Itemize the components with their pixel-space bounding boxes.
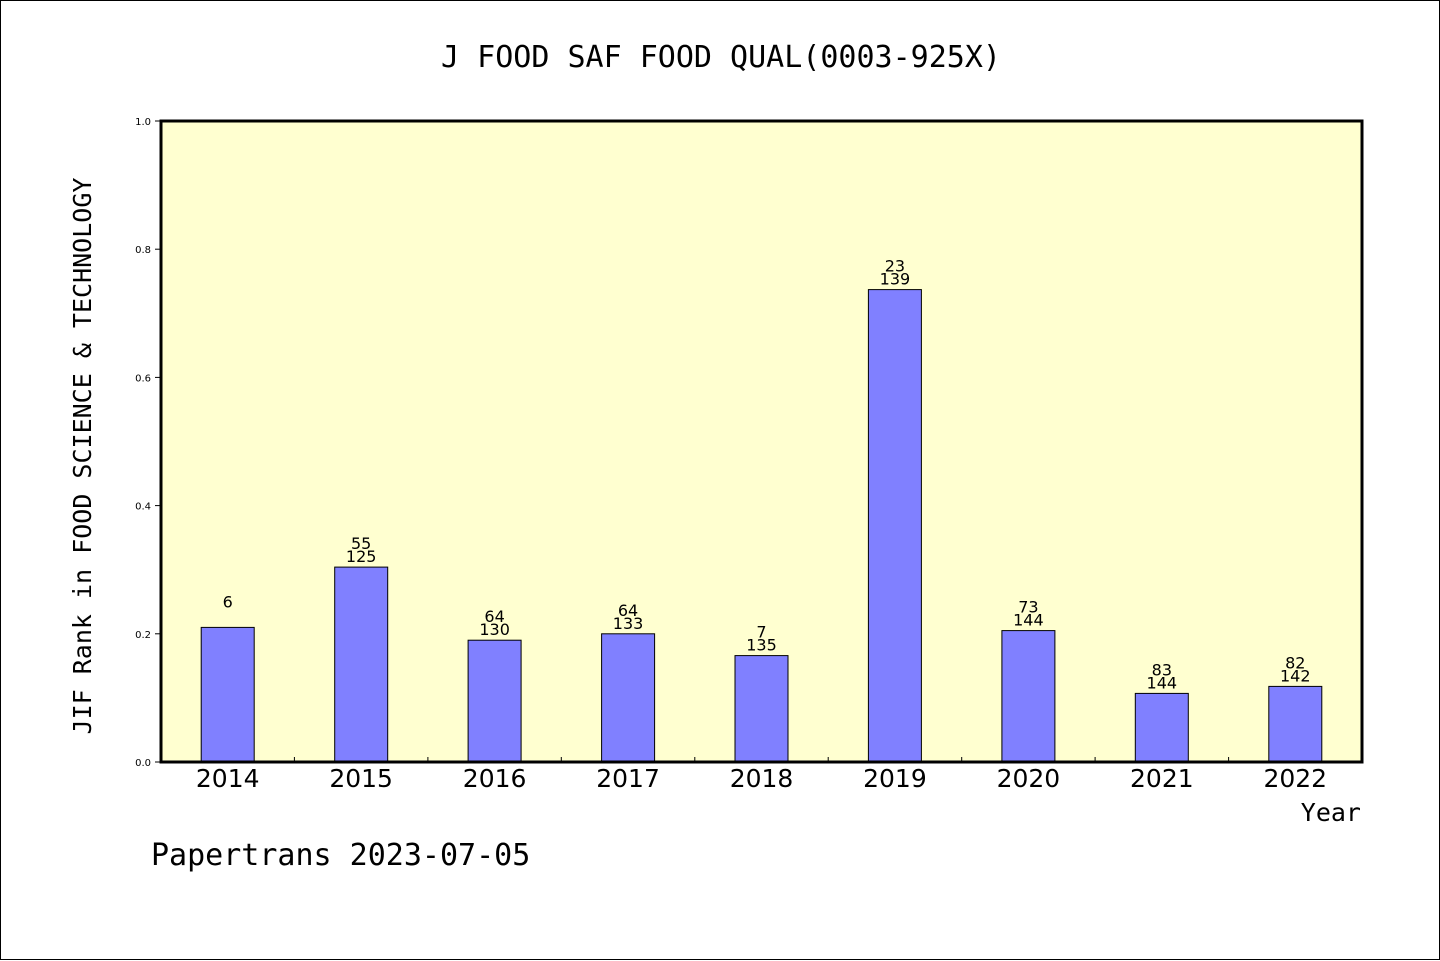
bar-2015 [334,566,389,763]
bar-total-label: 133 [613,614,644,633]
bar-rank-label: 82 [1285,653,1305,672]
x-axis-ticks: 2014 2015 2016 2017 2018 2019 2020 2021 2022 [196,757,1327,793]
y-tick-label: 0.6 [135,373,151,384]
y-tick-label: 0.0 [135,758,151,769]
y-axis-ticks: 0.0 0.2 0.4 0.6 0.8 1.0 [135,117,161,769]
bar-rank-label: 83 [1152,660,1172,679]
bar-2019 [867,289,922,763]
x-tick-label: 2018 [730,764,794,793]
bar-2021 [1134,692,1189,763]
bar-rank-label: 6 [223,592,233,611]
chart-title: J FOOD SAF FOOD QUAL(0003-925X) [441,40,1001,75]
y-tick-label: 0.8 [135,245,151,256]
bar-total-label: 144 [1147,673,1178,692]
y-tick-label: 0.4 [135,502,151,513]
bar-rank-label: 7 [756,623,766,642]
y-tick-label: 0.2 [135,630,151,641]
bar-rank-label: 73 [1018,598,1038,617]
bars-layer [200,289,1323,763]
y-axis-label: JIF Rank in FOOD SCIENCE & TECHNOLOGY [68,178,97,735]
bar-total-label: 142 [1280,666,1311,685]
bar-total-label: 144 [1013,611,1044,630]
x-tick-label: 2015 [329,764,393,793]
bar-2020 [1001,630,1056,763]
bar-total-label: 125 [346,547,377,566]
bar-rank-label: 64 [484,607,504,626]
bar-2018 [734,655,789,763]
footer-watermark: Papertrans 2023-07-05 [151,838,530,873]
x-tick-label: 2020 [997,764,1061,793]
y-tick-label: 1.0 [135,117,151,128]
bar-2014 [200,626,255,763]
x-tick-label: 2022 [1263,764,1327,793]
x-tick-label: 2019 [863,764,927,793]
x-tick-label: 2016 [463,764,527,793]
bar-total-label: 130 [479,620,510,639]
bar-2016 [467,639,522,763]
x-axis-label: Year [1301,798,1361,827]
x-tick-label: 2017 [596,764,660,793]
x-tick-label: 2014 [196,764,260,793]
bar-total-label: 135 [746,636,777,655]
bar-rank-label: 23 [885,257,905,276]
bar-2022 [1268,685,1323,763]
x-tick-label: 2021 [1130,764,1194,793]
bar-total-label: 139 [880,270,911,289]
plot-border [159,119,1364,764]
bar-rank-label: 64 [618,601,638,620]
bar-2017 [601,633,656,763]
bar-rank-label: 55 [351,534,371,553]
